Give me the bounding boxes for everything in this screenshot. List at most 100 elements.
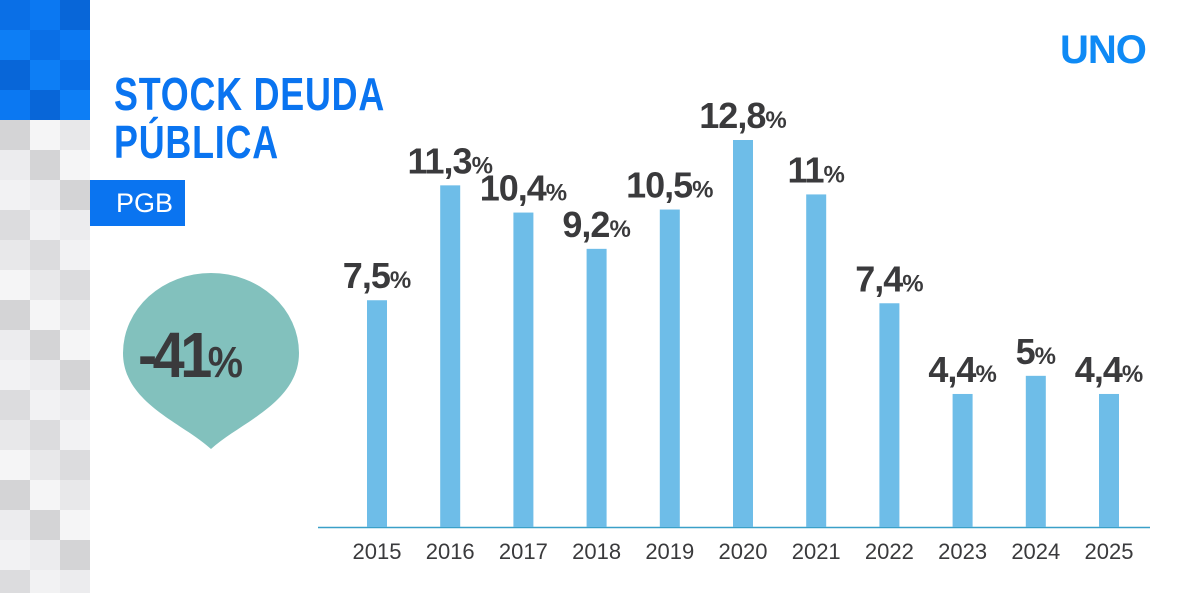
pattern-tile <box>0 0 30 30</box>
pattern-tile <box>30 420 60 450</box>
pattern-tile <box>30 210 60 240</box>
pattern-tile <box>30 450 60 480</box>
page-title: STOCK DEUDA PÚBLICA <box>114 70 385 166</box>
pattern-tile <box>60 30 90 60</box>
pattern-tile <box>0 150 30 180</box>
pattern-tile <box>0 180 30 210</box>
x-tick-2022: 2022 <box>865 539 914 564</box>
pattern-tile <box>0 540 30 570</box>
value-label-2017: 10,4% <box>480 168 567 209</box>
pattern-tile <box>60 300 90 330</box>
pattern-tile <box>60 510 90 540</box>
x-tick-2025: 2025 <box>1085 539 1134 564</box>
x-tick-2020: 2020 <box>719 539 768 564</box>
x-tick-2018: 2018 <box>572 539 621 564</box>
value-label-2016: 11,3% <box>407 140 492 181</box>
pattern-tile <box>60 270 90 300</box>
badge-unit: % <box>207 338 243 387</box>
pattern-tile <box>60 240 90 270</box>
bar-2024 <box>1025 375 1046 527</box>
x-tick-2024: 2024 <box>1011 539 1060 564</box>
x-tick-2023: 2023 <box>938 539 987 564</box>
pattern-tile <box>30 510 60 540</box>
value-label-2019: 10,5% <box>626 165 713 206</box>
bar-2016 <box>440 185 461 527</box>
pattern-tile <box>60 450 90 480</box>
pattern-tile <box>0 420 30 450</box>
pattern-tile <box>30 180 60 210</box>
pattern-tile <box>60 420 90 450</box>
pattern-tile <box>0 450 30 480</box>
value-label-2023: 4,4% <box>928 349 996 390</box>
pattern-tile <box>60 480 90 510</box>
pattern-tile <box>60 390 90 420</box>
pattern-tile <box>30 270 60 300</box>
x-tick-2016: 2016 <box>426 539 475 564</box>
pattern-tile <box>30 240 60 270</box>
value-label-2022: 7,4% <box>855 258 923 299</box>
pattern-tile <box>30 480 60 510</box>
decorative-tile-pattern <box>0 0 90 593</box>
pattern-tile <box>30 330 60 360</box>
pattern-tile <box>60 210 90 240</box>
uno-logo: UNO <box>1060 28 1147 72</box>
pattern-tile <box>0 120 30 150</box>
bar-2018 <box>586 248 607 527</box>
value-label-2025: 4,4% <box>1075 349 1143 390</box>
bar-2017 <box>513 212 534 527</box>
x-tick-2021: 2021 <box>792 539 841 564</box>
pattern-tile <box>30 390 60 420</box>
bar-2021 <box>806 194 827 527</box>
bar-2015 <box>367 300 387 527</box>
badge-number: -41 <box>138 319 212 391</box>
pattern-tile <box>0 330 30 360</box>
pattern-tile <box>0 270 30 300</box>
pattern-tile <box>0 480 30 510</box>
x-tick-2019: 2019 <box>645 539 694 564</box>
pattern-tile <box>0 60 30 90</box>
value-label-2024: 5% <box>1016 331 1056 372</box>
pattern-tile <box>0 300 30 330</box>
pattern-tile <box>0 390 30 420</box>
pattern-tile <box>60 360 90 390</box>
pattern-tile <box>30 570 60 593</box>
pattern-tile <box>60 540 90 570</box>
pattern-tile <box>60 90 90 120</box>
x-tick-2015: 2015 <box>353 539 402 564</box>
badge-drop-shape <box>123 273 299 449</box>
value-label-2021: 11% <box>787 149 844 190</box>
bar-2023 <box>952 393 973 527</box>
value-label-2015: 7,5% <box>343 255 411 296</box>
bar-2019 <box>659 209 680 527</box>
pattern-tile <box>60 60 90 90</box>
pattern-tile <box>0 210 30 240</box>
value-label-2020: 12,8% <box>699 95 786 136</box>
bar-2025 <box>1099 393 1119 527</box>
title-line-2: PÚBLICA <box>114 116 279 168</box>
bar-2022 <box>879 303 900 527</box>
pattern-tile <box>30 90 60 120</box>
pattern-tile <box>30 30 60 60</box>
pattern-tile <box>30 120 60 150</box>
badge-value: -41% <box>138 318 243 392</box>
pattern-tile <box>0 30 30 60</box>
pattern-tile <box>30 360 60 390</box>
pattern-tile <box>60 120 90 150</box>
pattern-tile <box>0 90 30 120</box>
bar-2020 <box>733 140 753 527</box>
unit-tag: PGB <box>90 180 185 226</box>
pattern-tile <box>0 240 30 270</box>
x-tick-2017: 2017 <box>499 539 548 564</box>
pattern-tile <box>30 300 60 330</box>
pattern-tile <box>0 360 30 390</box>
pattern-tile <box>60 330 90 360</box>
pattern-tile <box>60 180 90 210</box>
pattern-tile <box>60 150 90 180</box>
title-line-1: STOCK DEUDA <box>114 68 386 120</box>
pattern-tile <box>60 0 90 30</box>
pattern-tile <box>30 150 60 180</box>
pattern-tile <box>60 570 90 593</box>
pattern-tile <box>30 60 60 90</box>
value-label-2018: 9,2% <box>562 204 630 245</box>
